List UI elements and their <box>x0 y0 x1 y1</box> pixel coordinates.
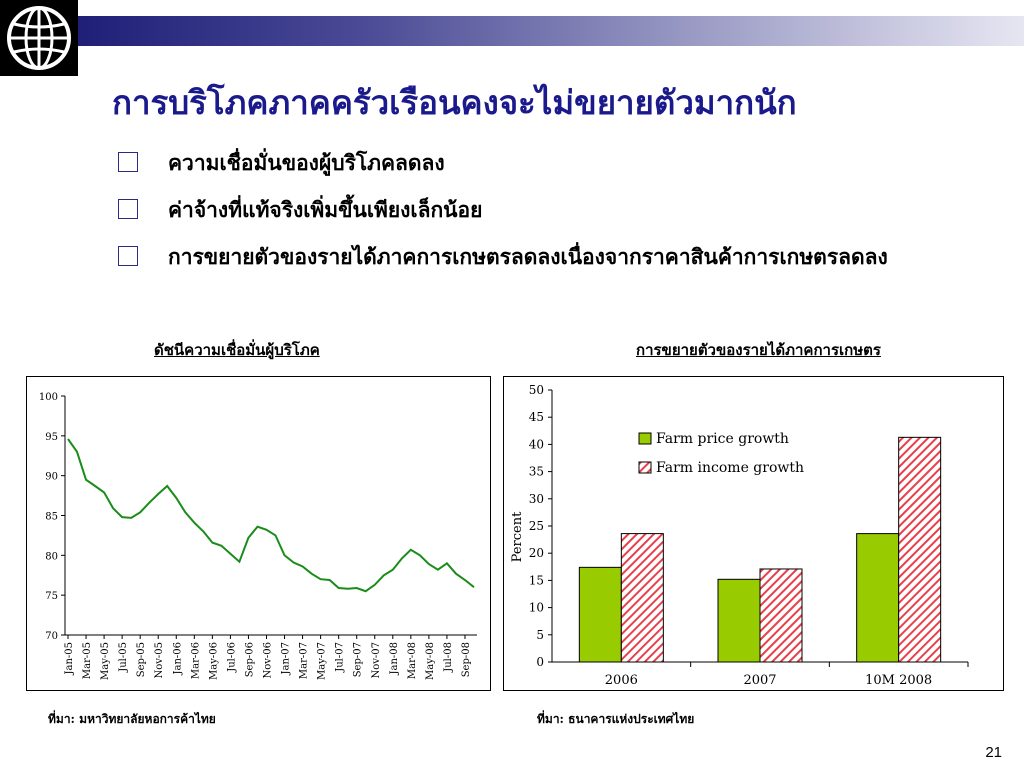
y-tick-label: 35 <box>529 465 544 479</box>
x-tick-label: Jan-08 <box>389 642 400 676</box>
header-gradient-bar <box>78 16 1024 46</box>
x-tick-label: Nov-06 <box>262 642 273 679</box>
x-tick-label: Mar-08 <box>407 642 418 679</box>
bullet-box-icon <box>118 246 138 266</box>
x-tick-label: Jul-05 <box>118 642 129 673</box>
y-tick-label: 75 <box>45 591 58 602</box>
y-tick-label: 10 <box>529 601 544 615</box>
y-tick-label: 30 <box>529 492 544 506</box>
world-bank-logo <box>0 0 78 76</box>
x-tick-label: Sep-06 <box>244 642 255 677</box>
x-tick-label: Mar-05 <box>82 642 93 679</box>
right-chart-source: ที่มา: ธนาคารแห่งประเทศไทย <box>537 712 695 726</box>
x-tick-label: Mar-07 <box>299 642 310 679</box>
x-tick-label: Jul-07 <box>335 642 346 673</box>
x-tick-label: Sep-08 <box>461 642 472 677</box>
x-tick-label: May-05 <box>100 642 111 680</box>
x-tick-label: Jul-06 <box>226 642 237 673</box>
y-axis-label: Percent <box>510 511 525 562</box>
x-tick-label: Mar-06 <box>190 642 201 679</box>
y-tick-label: 15 <box>529 573 544 587</box>
y-tick-label: 50 <box>529 383 544 397</box>
farm-income-bar <box>898 436 942 663</box>
x-tick-label: Jul-08 <box>443 642 454 673</box>
confidence-index-line <box>67 438 475 593</box>
x-tick-label: Jan-05 <box>64 642 75 676</box>
farm-income-bar <box>620 533 664 663</box>
legend-swatch-farm-income <box>638 461 652 474</box>
left-chart-source: ที่มา: มหาวิทยาลัยหอการค้าไทย <box>48 712 216 726</box>
x-tick-label: May-06 <box>208 642 219 680</box>
x-tick-label: May-07 <box>317 642 328 680</box>
x-tick-label: Nov-05 <box>154 642 165 679</box>
x-tick-label: 2007 <box>743 673 776 688</box>
y-tick-label: 0 <box>536 655 544 669</box>
farm-income-chart: 0 5 10 15 20 25 30 35 40 45 50 Percent 2006 2007 10M 2… <box>503 376 1004 691</box>
y-tick-label: 70 <box>45 631 58 642</box>
legend-label-farm-price: Farm price growth <box>656 431 789 447</box>
x-tick-label: Sep-07 <box>353 642 364 677</box>
y-tick-label: 95 <box>45 432 58 443</box>
y-tick-label: 90 <box>45 472 58 483</box>
left-chart-subtitle: ดัชนีความเชื่อมั่นผู้บริโภค <box>154 341 320 359</box>
x-tick-label: Jan-07 <box>281 642 292 676</box>
y-tick-label: 45 <box>529 410 544 424</box>
x-tick-label: Jan-06 <box>172 642 183 676</box>
bullet-item: การขยายตัวของรายได้ภาคการเกษตรลดลงเนื่อง… <box>118 241 888 274</box>
farm-price-bar <box>856 533 900 663</box>
y-tick-label: 100 <box>39 392 58 403</box>
x-tick-label: May-08 <box>425 642 436 680</box>
farm-price-bar <box>717 578 761 663</box>
y-tick-label: 40 <box>529 437 544 451</box>
x-tick-label: Sep-05 <box>136 642 147 677</box>
consumer-confidence-chart: 70 75 80 85 90 95 100 Jan-05 Mar-05 May-05 Jul-05 S… <box>26 376 491 691</box>
y-tick-label: 80 <box>45 551 58 562</box>
bullet-item: ความเชื่อมั่นของผู้บริโภคลดลง <box>118 147 445 180</box>
y-tick-label: 25 <box>529 519 544 533</box>
y-tick-label: 20 <box>529 546 544 560</box>
legend-swatch-farm-price <box>638 432 652 445</box>
slide-title: การบริโภคภาคครัวเรือนคงจะไม่ขยายตัวมากนั… <box>112 83 797 122</box>
x-tick-label: Nov-07 <box>371 642 382 679</box>
y-tick-label: 85 <box>45 512 58 523</box>
line-chart-svg: 70 75 80 85 90 95 100 Jan-05 Mar-05 May-05 Jul-05 S… <box>39 392 477 680</box>
y-tick-label: 5 <box>536 628 544 642</box>
bullet-box-icon <box>118 152 138 172</box>
right-chart-subtitle: การขยายตัวของรายได้ภาคการเกษตร <box>636 341 881 359</box>
farm-income-bar <box>759 568 803 663</box>
x-tick-label: 2006 <box>605 673 638 688</box>
bullet-box-icon <box>118 199 138 219</box>
farm-price-bar <box>578 566 622 663</box>
bar-chart-svg: 0 5 10 15 20 25 30 35 40 45 50 Percent 2006 2007 10M 2… <box>510 383 969 688</box>
bullet-item: ค่าจ้างที่แท้จริงเพิ่มขึ้นเพียงเล็กน้อย <box>118 194 482 227</box>
x-tick-label: 10M 2008 <box>865 673 932 688</box>
page-number: 21 <box>985 744 1002 761</box>
legend-label-farm-income: Farm income growth <box>656 460 804 476</box>
